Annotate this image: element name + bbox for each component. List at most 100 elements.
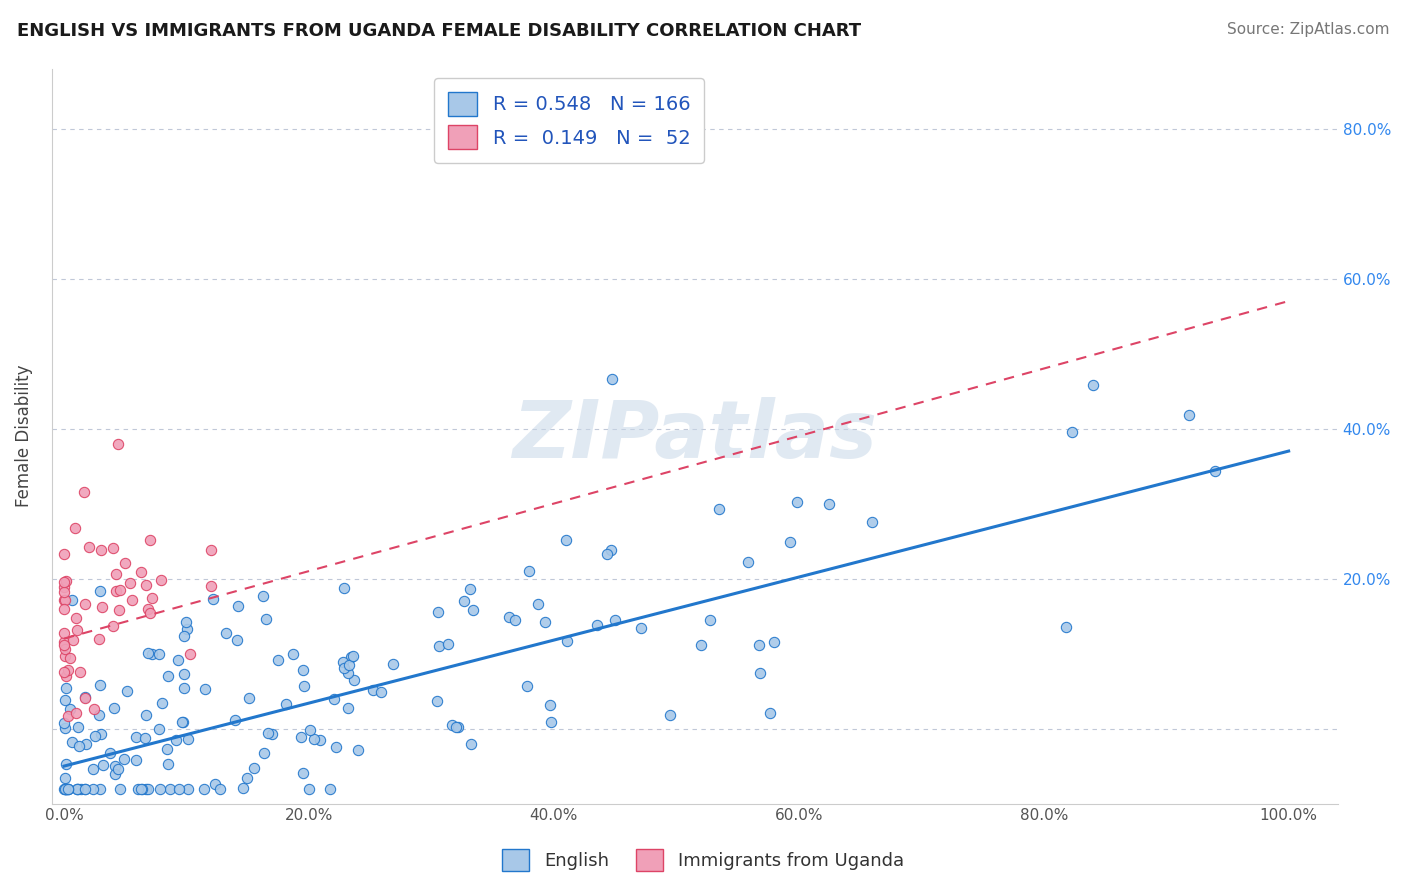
Point: [226, 599, 249, 613]
Point: [707, 501, 730, 516]
Point: [453, 594, 475, 608]
Point: [347, 743, 370, 757]
Point: [66, 781, 89, 796]
Point: [540, 714, 562, 729]
Point: [66, 623, 89, 637]
Point: [58, 650, 80, 665]
Point: [177, 732, 200, 747]
Point: [53, 626, 76, 640]
Point: [224, 713, 246, 727]
Point: [134, 731, 156, 745]
Point: [56, 781, 79, 796]
Point: [173, 681, 195, 696]
Point: [89, 678, 111, 692]
Point: [762, 635, 785, 649]
Point: [105, 583, 128, 598]
Point: [114, 556, 136, 570]
Point: [204, 776, 226, 790]
Point: [53, 580, 76, 594]
Point: [55, 681, 77, 696]
Point: [117, 684, 139, 698]
Point: [53, 585, 76, 599]
Point: [361, 682, 384, 697]
Point: [447, 720, 470, 734]
Point: [53, 635, 76, 649]
Point: [104, 767, 127, 781]
Point: [318, 781, 340, 796]
Point: [75, 781, 97, 796]
Point: [193, 781, 215, 796]
Point: [77, 540, 100, 554]
Point: [65, 610, 87, 624]
Point: [135, 578, 157, 592]
Point: [630, 621, 652, 635]
Point: [58, 709, 80, 723]
Point: [75, 597, 97, 611]
Point: [257, 726, 280, 740]
Point: [53, 781, 76, 796]
Point: [658, 708, 681, 723]
Point: [87, 707, 110, 722]
Point: [325, 739, 347, 754]
Point: [73, 484, 96, 499]
Point: [209, 781, 232, 796]
Point: [699, 613, 721, 627]
Point: [748, 638, 770, 652]
Point: [107, 436, 129, 450]
Point: [596, 547, 619, 561]
Point: [336, 666, 359, 681]
Point: [131, 781, 153, 796]
Point: [381, 657, 404, 671]
Point: [62, 735, 84, 749]
Point: [59, 702, 82, 716]
Text: Source: ZipAtlas.com: Source: ZipAtlas.com: [1226, 22, 1389, 37]
Point: [290, 730, 312, 744]
Point: [114, 752, 136, 766]
Point: [118, 576, 141, 591]
Point: [503, 613, 526, 627]
Point: [75, 737, 97, 751]
Y-axis label: Female Disability: Female Disability: [15, 365, 32, 508]
Point: [141, 647, 163, 661]
Point: [167, 781, 190, 796]
Point: [55, 781, 77, 796]
Point: [749, 666, 772, 681]
Point: [108, 603, 131, 617]
Point: [460, 737, 482, 751]
Point: [302, 732, 325, 747]
Point: [177, 781, 200, 796]
Point: [554, 533, 576, 548]
Point: [232, 781, 254, 796]
Point: [276, 698, 298, 712]
Point: [104, 759, 127, 773]
Point: [89, 781, 111, 796]
Point: [498, 610, 520, 624]
Point: [138, 607, 160, 621]
Text: ENGLISH VS IMMIGRANTS FROM UGANDA FEMALE DISABILITY CORRELATION CHART: ENGLISH VS IMMIGRANTS FROM UGANDA FEMALE…: [17, 22, 860, 40]
Text: ZIPatlas: ZIPatlas: [512, 397, 877, 475]
Point: [585, 618, 607, 632]
Point: [1204, 464, 1226, 478]
Point: [65, 706, 87, 720]
Point: [440, 718, 463, 732]
Point: [69, 781, 91, 796]
Point: [89, 584, 111, 599]
Point: [53, 781, 76, 796]
Point: [236, 771, 259, 785]
Point: [53, 575, 76, 590]
Point: [533, 615, 555, 629]
Point: [254, 612, 277, 626]
Point: [342, 649, 364, 664]
Point: [149, 781, 172, 796]
Point: [444, 720, 467, 734]
Point: [527, 597, 550, 611]
Point: [292, 679, 315, 693]
Point: [82, 781, 104, 796]
Point: [53, 601, 76, 615]
Point: [136, 781, 159, 796]
Point: [55, 781, 77, 796]
Point: [108, 781, 131, 796]
Point: [53, 593, 76, 607]
Point: [238, 691, 260, 706]
Point: [165, 732, 187, 747]
